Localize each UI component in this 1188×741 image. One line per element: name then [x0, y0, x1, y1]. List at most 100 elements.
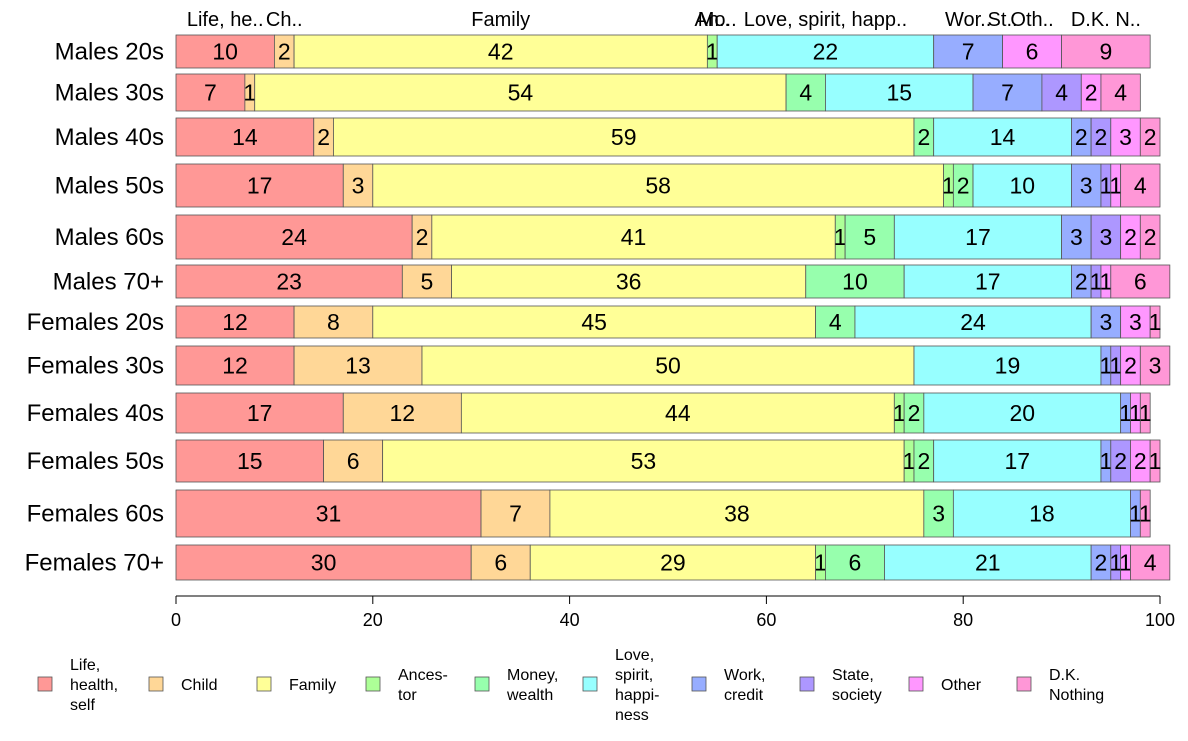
data-label: 1 [1129, 501, 1142, 527]
bar-segment [1120, 163, 1161, 208]
data-label: 2 [1095, 550, 1108, 576]
data-label: 42 [488, 39, 514, 65]
data-label: 6 [1026, 39, 1039, 65]
data-label: 21 [975, 550, 1001, 576]
data-label: 50 [655, 353, 681, 379]
bar-segment [175, 163, 344, 208]
data-label: 13 [345, 353, 371, 379]
x-tick-label: 80 [953, 610, 973, 630]
data-label: 59 [611, 124, 637, 150]
data-label: 2 [278, 39, 291, 65]
legend-label: spirit, [615, 667, 653, 684]
data-label: 1 [1109, 353, 1122, 379]
legend-swatch [474, 676, 490, 692]
top-series-label: Love, spirit, happ.. [744, 9, 907, 31]
data-label: 20 [1009, 400, 1035, 426]
bar-segment [903, 264, 1072, 299]
data-label: 3 [1119, 124, 1132, 150]
top-series-label: Mo.. [698, 9, 737, 31]
bar-segment [844, 214, 895, 260]
bar-segment [175, 214, 413, 260]
bar-segment [1041, 73, 1082, 112]
top-series-label: Oth.. [1010, 9, 1053, 31]
data-label: 5 [863, 224, 876, 250]
top-series-label: D.K. N.. [1071, 9, 1141, 31]
legend-label: Family [289, 677, 336, 694]
data-label: 3 [1149, 353, 1162, 379]
bar-segment [952, 489, 1131, 538]
bar-segment [1090, 305, 1122, 339]
legend-label: ness [615, 707, 649, 724]
data-label: 19 [995, 353, 1021, 379]
legend-label: Nothing [1049, 687, 1104, 704]
bar-segment [529, 544, 816, 581]
legend-swatch [691, 676, 707, 692]
bar-segment [342, 392, 462, 434]
data-label: 23 [276, 269, 302, 295]
bar-segment [933, 439, 1102, 483]
legend-label: Child [181, 677, 217, 694]
bar-segment [1139, 117, 1161, 157]
data-label: 6 [494, 550, 507, 576]
data-label: 2 [416, 224, 429, 250]
data-label: 1 [814, 550, 827, 576]
bar-segment [1139, 489, 1151, 538]
legend-label: tor [398, 687, 417, 704]
data-label: 54 [508, 80, 534, 106]
bar-segment [372, 163, 944, 208]
data-label: 53 [631, 448, 657, 474]
data-label: 1 [893, 400, 906, 426]
legend-label: self [70, 697, 95, 714]
data-label: 4 [1144, 550, 1157, 576]
data-label: 10 [1009, 173, 1035, 199]
data-label: 24 [281, 224, 307, 250]
data-label: 12 [222, 353, 248, 379]
data-label: 1 [903, 448, 916, 474]
legend-swatch [365, 676, 381, 692]
bar-segment [254, 73, 787, 112]
bar-segment [293, 305, 374, 339]
data-label: 1 [942, 173, 955, 199]
bar-segment [1120, 305, 1151, 339]
data-label: 1 [1099, 269, 1112, 295]
bar-segment [293, 345, 423, 386]
data-label: 38 [724, 501, 750, 527]
bar-segment [884, 544, 1092, 581]
bar-segment [805, 264, 905, 299]
x-tick-label: 100 [1145, 610, 1175, 630]
data-label: 4 [1055, 80, 1068, 106]
data-label: 44 [665, 400, 691, 426]
bar-segment [175, 345, 295, 386]
data-label: 2 [1075, 269, 1088, 295]
bar-segment [175, 489, 482, 538]
data-label: 31 [316, 501, 342, 527]
bar-segment [333, 117, 915, 157]
legend-swatch [256, 676, 272, 692]
legend-swatch [799, 676, 815, 692]
data-label: 2 [908, 400, 921, 426]
legend-label: D.K. [1049, 667, 1080, 684]
data-label: 3 [1099, 224, 1112, 250]
data-label: 1 [1090, 269, 1103, 295]
legend-label: Ances- [398, 667, 448, 684]
data-label: 17 [247, 400, 273, 426]
data-label: 4 [799, 80, 812, 106]
data-label: 1 [1109, 550, 1122, 576]
data-label: 2 [917, 448, 930, 474]
data-label: 6 [849, 550, 862, 576]
bar-segment [1061, 214, 1092, 260]
data-label: 3 [1129, 309, 1142, 335]
data-label: 24 [960, 309, 986, 335]
data-label: 2 [1124, 353, 1137, 379]
data-label: 15 [237, 448, 263, 474]
data-label: 4 [1114, 80, 1127, 106]
bar-segment [342, 163, 374, 208]
data-label: 17 [1005, 448, 1031, 474]
legend-label: wealth [506, 687, 553, 704]
data-label: 4 [1134, 173, 1147, 199]
data-label: 7 [204, 80, 217, 106]
category-label: Females 30s [27, 353, 164, 380]
data-label: 3 [932, 501, 945, 527]
